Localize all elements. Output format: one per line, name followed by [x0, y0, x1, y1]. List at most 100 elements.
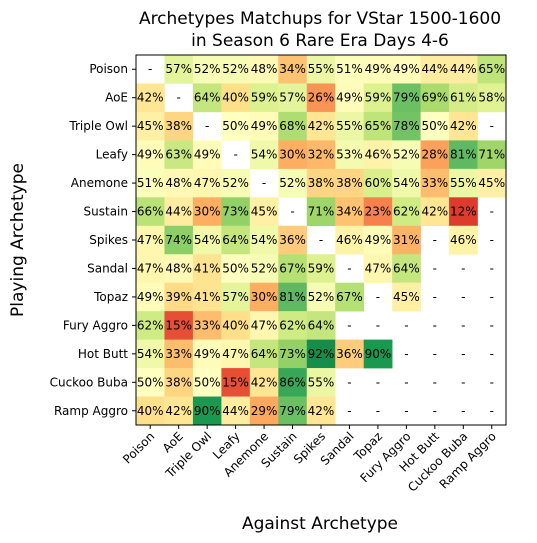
cell-value-label: 50% [222, 119, 249, 133]
heatmap-cell [221, 368, 251, 397]
heatmap-cell [192, 168, 222, 198]
heatmap-cell [335, 225, 364, 255]
heatmap-cell [477, 55, 507, 84]
cell-value-label: 57% [222, 290, 249, 304]
heatmap-cell [192, 282, 222, 312]
cell-value-label: - [433, 318, 437, 332]
cell-value-label: 12% [450, 205, 477, 219]
heatmap-cell [363, 55, 393, 84]
cell-value-label: 48% [251, 62, 278, 76]
cell-value-label: 62% [393, 205, 420, 219]
heatmap-cell [221, 111, 251, 141]
cell-value-label: 54% [194, 233, 221, 247]
cell-value-label: - [490, 347, 494, 361]
cell-value-label: 53% [336, 148, 363, 162]
heatmap-cell [192, 311, 222, 340]
heatmap-cell [335, 55, 364, 84]
heatmap-cell [306, 396, 336, 426]
cell-value-label: 79% [279, 404, 306, 418]
cell-value-label: 67% [336, 290, 363, 304]
cell-value-label: - [290, 205, 294, 219]
cell-value-label: 57% [165, 62, 192, 76]
cell-value-label: - [461, 318, 465, 332]
cell-value-label: 71% [308, 205, 335, 219]
cell-value-label: 47% [365, 261, 392, 275]
cell-value-label: 47% [137, 233, 164, 247]
heatmap-cell [335, 339, 364, 369]
heatmap-cell [306, 339, 336, 369]
heatmap-cell [449, 55, 478, 84]
heatmap-cell [164, 396, 194, 426]
cell-value-label: 44% [222, 404, 249, 418]
y-tick-label: AoE [105, 91, 128, 105]
heatmap-cell [221, 311, 251, 340]
cell-value-label: - [461, 290, 465, 304]
heatmap-cell [249, 368, 279, 397]
heatmap-cell [278, 396, 308, 426]
heatmap-cell [420, 83, 450, 113]
y-axis-ticks: Poison AoE Triple Owl Leafy Anemone Sustain Sp… [50, 62, 136, 418]
heatmap-cell [164, 225, 194, 255]
heatmap-cell [306, 197, 336, 227]
heatmap-cell [392, 168, 421, 198]
cell-value-label: 69% [422, 91, 449, 105]
heatmap-cell [306, 55, 336, 84]
heatmap-cell [278, 140, 308, 170]
cell-value-label: 61% [450, 91, 477, 105]
cell-value-label: 46% [336, 233, 363, 247]
cell-value-label: - [490, 119, 494, 133]
cell-value-label: 44% [450, 62, 477, 76]
cell-value-label: 46% [450, 233, 477, 247]
heatmap-cell [306, 83, 336, 113]
heatmap-cell [449, 197, 478, 227]
cell-value-label: 50% [222, 261, 249, 275]
cell-value-label: 39% [165, 290, 192, 304]
heatmap-cell [335, 111, 364, 141]
heatmap-cell [164, 254, 194, 283]
heatmap-cell [477, 83, 507, 113]
cell-value-label: - [433, 375, 437, 389]
cell-value-label: - [490, 261, 494, 275]
cell-value-label: 86% [279, 375, 306, 389]
cell-value-label: - [461, 375, 465, 389]
cell-value-label: 38% [165, 375, 192, 389]
cell-value-label: 47% [137, 261, 164, 275]
cell-value-label: - [490, 205, 494, 219]
heatmap-cell [136, 225, 165, 255]
cell-value-label: 26% [308, 91, 335, 105]
heatmap-cell [249, 197, 279, 227]
heatmap-cell [136, 396, 165, 426]
cell-value-label: - [433, 404, 437, 418]
cell-value-label: 64% [222, 233, 249, 247]
heatmap-cell [392, 282, 421, 312]
cell-value-label: 81% [450, 148, 477, 162]
cell-value-label: 30% [279, 148, 306, 162]
heatmap-cell [449, 111, 478, 141]
cell-value-label: 34% [336, 205, 363, 219]
cell-value-label: - [490, 233, 494, 247]
y-tick-label: Anemone [71, 176, 128, 190]
y-tick-label: Poison [89, 62, 128, 76]
cell-value-label: 64% [251, 347, 278, 361]
heatmap-cell [136, 282, 165, 312]
y-tick-label: Hot Butt [78, 347, 128, 361]
cell-value-label: 40% [222, 91, 249, 105]
cell-value-label: 78% [393, 119, 420, 133]
y-tick-label: Triple Owl [68, 119, 128, 133]
heatmap-cell [306, 368, 336, 397]
cell-value-label: 42% [422, 205, 449, 219]
cell-value-label: 65% [365, 119, 392, 133]
cell-value-label: 46% [365, 148, 392, 162]
cell-value-label: 41% [194, 261, 221, 275]
heatmap-cell [335, 282, 364, 312]
cell-value-label: - [404, 347, 408, 361]
cell-value-label: - [205, 119, 209, 133]
heatmap-cell [278, 311, 308, 340]
heatmap-cell [363, 254, 393, 283]
heatmap-cell [221, 168, 251, 198]
cell-value-label: 55% [308, 62, 335, 76]
cell-value-label: 49% [365, 62, 392, 76]
heatmap-cell [363, 339, 393, 369]
cell-value-label: 49% [194, 347, 221, 361]
heatmap-cell [335, 168, 364, 198]
